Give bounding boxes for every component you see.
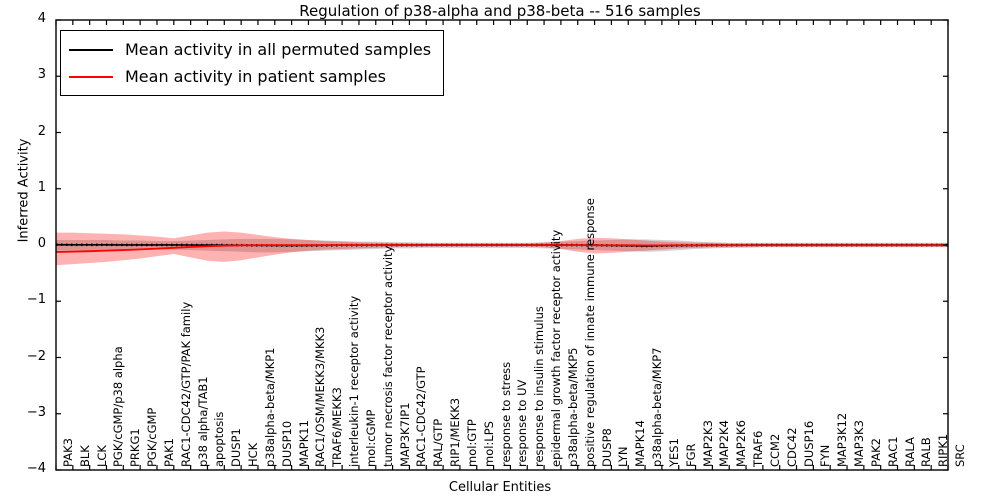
x-tick-label: CDC42 [784, 427, 799, 467]
x-tick-label: mol:LPS [481, 421, 496, 467]
y-tick-label: −1 [26, 292, 46, 308]
x-tick-label: response to UV [515, 379, 530, 467]
y-tick-label: 4 [37, 11, 46, 26]
x-tick-label: RAC1-CDC42/GTP [414, 366, 429, 467]
x-tick-label: MAP2K4 [717, 420, 732, 467]
legend-item-1: Mean activity in all permuted samples [69, 36, 431, 63]
x-tick-label: positive regulation of innate immune res… [582, 198, 597, 467]
x-tick-label: LCK [94, 445, 109, 467]
x-tick-label: mol:GTP [464, 419, 479, 467]
legend-label-2: Mean activity in patient samples [125, 66, 386, 86]
x-tick-label: TRAF6 [751, 430, 766, 467]
x-tick-label: CCM2 [767, 433, 782, 467]
x-tick-label: LYN [616, 446, 631, 467]
x-tick-label: tumor necrosis factor receptor activity [380, 245, 395, 467]
chart-legend: Mean activity in all permuted samples Mea… [60, 30, 445, 96]
legend-item-2: Mean activity in patient samples [69, 63, 431, 90]
x-tick-label: MAPK11 [296, 420, 311, 467]
x-tick-label: PRKG1 [128, 428, 143, 467]
y-tick-label: −3 [26, 404, 46, 420]
x-tick-label: DUSP16 [801, 420, 816, 467]
x-tick-label: RAC1 [885, 436, 900, 467]
x-tick-label: SRC [953, 444, 967, 467]
y-tick-label: 3 [37, 67, 46, 83]
x-tick-label: RAC1/OSM/MEKK3/MKK3 [313, 326, 328, 467]
x-tick-label: MAP2K6 [734, 420, 749, 467]
x-tick-label: RIPK1 [936, 433, 951, 467]
x-tick-label: RIP1/MEKK3 [448, 397, 463, 467]
x-tick-label: PAK2 [868, 438, 883, 467]
x-tick-label: PGK/cGMP [145, 407, 160, 467]
x-tick-label: MAPK14 [633, 420, 648, 467]
y-tick-label: 1 [37, 179, 46, 195]
legend-swatch-2 [69, 75, 113, 78]
x-tick-label: TRAF6/MEKK3 [330, 387, 345, 467]
legend-swatch-1 [69, 48, 113, 51]
x-tick-label: DUSP1 [229, 428, 244, 467]
x-tick-label: FGR [683, 443, 698, 467]
x-tick-label: RAC1-CDC42/GTP/PAK family [178, 301, 193, 467]
x-axis-label: Cellular Entities [448, 480, 552, 495]
x-tick-label: MAP3K3 [852, 420, 867, 467]
x-tick-label: DUSP8 [599, 428, 614, 467]
x-tick-label: DUSP10 [279, 420, 294, 467]
x-tick-label: PGK/cGMP/p38 alpha [111, 346, 126, 467]
x-tick-label: p38 alpha/TAB1 [195, 376, 210, 467]
x-tick-label: HCK [246, 442, 261, 467]
x-tick-label: RAL/GTP [431, 418, 446, 467]
x-tick-label: MAP3K12 [835, 412, 850, 467]
x-tick-label: apoptosis [212, 411, 227, 467]
x-tick-label: RALB [919, 437, 934, 467]
x-tick-label: interleukin-1 receptor activity [347, 295, 362, 467]
x-tick-label: MAP3K7IP1 [397, 402, 412, 467]
x-tick-label: p38alpha-beta/MKP7 [650, 347, 665, 467]
y-tick-label: −2 [26, 348, 46, 364]
x-tick-label: mol:cGMP [363, 409, 378, 467]
x-tick-label: YES1 [666, 438, 681, 467]
x-tick-label: p38alpha-beta/MKP5 [565, 347, 580, 467]
x-tick-label: RALA [902, 437, 917, 467]
y-tick-label: −4 [26, 461, 46, 476]
x-tick-label: p38alpha-beta/MKP1 [262, 347, 277, 467]
series-line-2 [55, 244, 948, 253]
x-tick-label: PAK3 [61, 438, 75, 467]
x-tick-label: epidermal growth factor receptor activit… [549, 229, 564, 467]
x-tick-label: PAK1 [161, 438, 176, 467]
x-tick-label: FYN [818, 444, 833, 467]
x-tick-label: MAP2K3 [700, 420, 715, 467]
confidence-band-2 [56, 231, 948, 266]
x-tick-label: response to stress [498, 361, 513, 467]
legend-label-1: Mean activity in all permuted samples [125, 39, 432, 59]
x-tick-label: response to insulin stimulus [532, 306, 547, 467]
x-tick-label: BLK [77, 445, 92, 467]
y-tick-label: 2 [37, 123, 46, 139]
chart-title: Regulation of p38-alpha and p38-beta -- … [299, 2, 701, 20]
y-tick-label: 0 [37, 236, 46, 251]
